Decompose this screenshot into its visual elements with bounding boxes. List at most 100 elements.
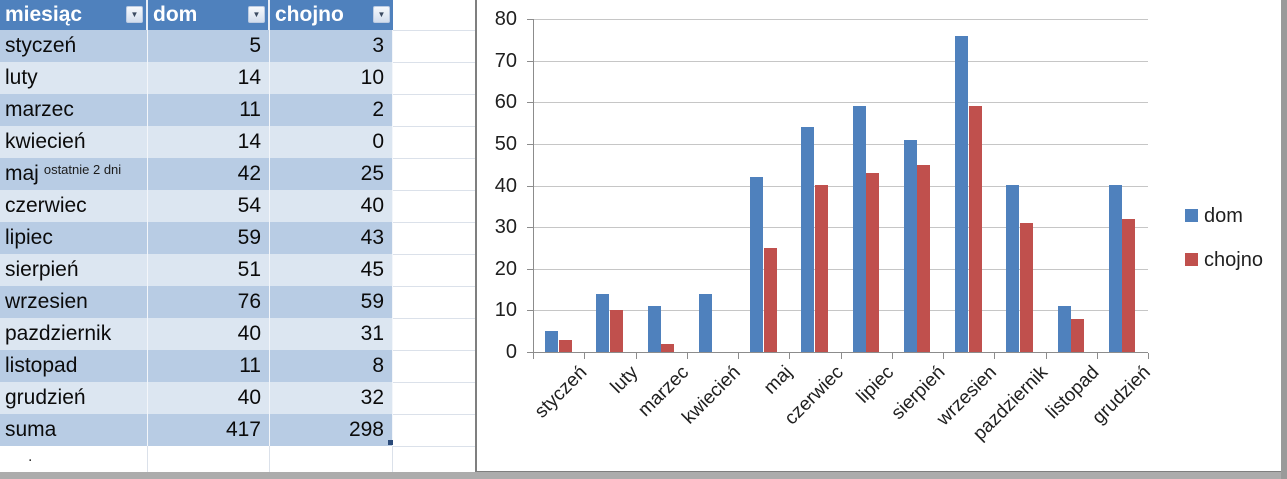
h-gridline <box>533 310 1148 311</box>
dom-cell[interactable]: 14 <box>148 126 270 158</box>
x-axis-tick <box>1148 353 1149 359</box>
x-axis-tick <box>636 353 637 359</box>
bar-chojno-luty[interactable] <box>610 310 623 352</box>
chojno-cell[interactable]: 40 <box>270 190 393 222</box>
month-cell[interactable]: wrzesien <box>0 286 148 318</box>
bar-chart[interactable]: 0 10 20 30 40 50 60 70 80 styczeń luty marzec kwieci… <box>475 0 1281 472</box>
dom-cell[interactable]: 59 <box>148 222 270 254</box>
bar-dom-maj[interactable] <box>750 177 763 352</box>
chojno-cell[interactable]: 0 <box>270 126 393 158</box>
filter-button-chojno[interactable]: ▼ <box>373 6 390 23</box>
dom-cell[interactable]: 14 <box>148 62 270 94</box>
y-axis-label: 60 <box>494 91 517 113</box>
y-axis-label: 40 <box>494 175 517 197</box>
bar-dom-kwiecien[interactable] <box>699 294 712 352</box>
x-axis-tick <box>687 353 688 359</box>
bar-chojno-sierpien[interactable] <box>917 165 930 352</box>
chojno-value: 43 <box>360 226 384 249</box>
month-label: grudzień <box>5 386 86 409</box>
bar-dom-marzec[interactable] <box>648 306 661 352</box>
table-row-kwiecien: kwiecień 14 0 <box>0 126 393 158</box>
dom-cell[interactable]: 76 <box>148 286 270 318</box>
month-note: ostatnie 2 dni <box>43 162 122 177</box>
month-cell[interactable]: listopad <box>0 350 148 382</box>
table-header-row: miesiąc ▼ dom ▼ chojno ▼ <box>0 0 393 30</box>
month-cell[interactable]: kwiecień <box>0 126 148 158</box>
chojno-cell[interactable]: 45 <box>270 254 393 286</box>
chojno-cell[interactable]: 59 <box>270 286 393 318</box>
bar-chojno-styczen[interactable] <box>559 340 572 352</box>
month-cell[interactable]: grudzień <box>0 382 148 414</box>
bar-dom-lipiec[interactable] <box>853 106 866 352</box>
dom-cell[interactable]: 40 <box>148 382 270 414</box>
chojno-value: 0 <box>372 130 384 153</box>
chojno-cell[interactable]: 31 <box>270 318 393 350</box>
month-cell[interactable]: suma <box>0 414 148 446</box>
bar-chojno-marzec[interactable] <box>661 344 674 352</box>
sheet-gridline-h <box>393 382 475 383</box>
x-axis-label-styczen: styczeń <box>530 362 592 423</box>
month-cell[interactable]: pazdziernik <box>0 318 148 350</box>
bar-chojno-grudzien[interactable] <box>1122 219 1135 352</box>
chojno-cell[interactable]: 8 <box>270 350 393 382</box>
month-cell[interactable]: czerwiec <box>0 190 148 222</box>
bar-chojno-listopad[interactable] <box>1071 319 1084 352</box>
dom-cell[interactable]: 40 <box>148 318 270 350</box>
dom-cell[interactable]: 54 <box>148 190 270 222</box>
table-header-cell-chojno[interactable]: chojno ▼ <box>270 0 393 30</box>
filter-button-dom[interactable]: ▼ <box>248 6 265 23</box>
bar-chojno-maj[interactable] <box>764 248 777 352</box>
month-cell[interactable]: styczeń <box>0 30 148 62</box>
month-cell[interactable]: sierpień <box>0 254 148 286</box>
month-cell[interactable]: marzec <box>0 94 148 126</box>
dom-cell[interactable]: 42 <box>148 158 270 190</box>
y-axis-label: 30 <box>494 216 517 238</box>
x-axis-tick <box>943 353 944 359</box>
bar-dom-styczen[interactable] <box>545 331 558 352</box>
h-gridline <box>533 61 1148 62</box>
bar-dom-listopad[interactable] <box>1058 306 1071 352</box>
dom-value: 11 <box>239 98 261 121</box>
bar-dom-grudzien[interactable] <box>1109 185 1122 352</box>
chojno-cell[interactable]: 3 <box>270 30 393 62</box>
table-header-cell-miesiac[interactable]: miesiąc ▼ <box>0 0 148 30</box>
dom-cell[interactable]: 51 <box>148 254 270 286</box>
bar-dom-wrzesien[interactable] <box>955 36 968 352</box>
x-axis-label-lipiec: lipiec <box>853 362 899 408</box>
dom-cell[interactable]: 11 <box>148 350 270 382</box>
chojno-cell[interactable]: 10 <box>270 62 393 94</box>
dom-cell[interactable]: 417 <box>148 414 270 446</box>
bar-chojno-lipiec[interactable] <box>866 173 879 352</box>
month-cell[interactable]: lipiec <box>0 222 148 254</box>
x-axis-label-luty: luty <box>606 362 643 398</box>
dom-value: 417 <box>225 418 261 441</box>
month-cell[interactable]: maj ostatnie 2 dni <box>0 158 148 190</box>
bar-chojno-pazdziernik[interactable] <box>1020 223 1033 352</box>
chojno-cell[interactable]: 25 <box>270 158 393 190</box>
chojno-cell[interactable]: 2 <box>270 94 393 126</box>
chojno-cell[interactable]: 298 <box>270 414 393 446</box>
table-resize-handle[interactable] <box>388 440 393 445</box>
bar-dom-sierpien[interactable] <box>904 140 917 352</box>
dom-cell[interactable]: 5 <box>148 30 270 62</box>
sheet-gridline-h <box>393 94 475 95</box>
month-label: suma <box>5 418 57 441</box>
dom-cell[interactable]: 11 <box>148 94 270 126</box>
bar-chojno-czerwiec[interactable] <box>815 185 828 352</box>
chojno-cell[interactable]: 43 <box>270 222 393 254</box>
chojno-cell[interactable]: 32 <box>270 382 393 414</box>
bar-dom-czerwiec[interactable] <box>801 127 814 352</box>
bar-chojno-wrzesien[interactable] <box>969 106 982 352</box>
chojno-value: 32 <box>360 386 384 409</box>
filter-button-miesiac[interactable]: ▼ <box>126 6 143 23</box>
table-header-cell-dom[interactable]: dom ▼ <box>148 0 270 30</box>
sheet-gridline-h <box>393 126 475 127</box>
h-gridline <box>533 144 1148 145</box>
bar-dom-pazdziernik[interactable] <box>1006 185 1019 352</box>
x-axis-label-maj: maj <box>759 362 797 399</box>
month-cell[interactable]: luty <box>0 62 148 94</box>
month-label: listopad <box>5 354 78 377</box>
month-label: maj <box>5 162 39 185</box>
bar-dom-luty[interactable] <box>596 294 609 352</box>
